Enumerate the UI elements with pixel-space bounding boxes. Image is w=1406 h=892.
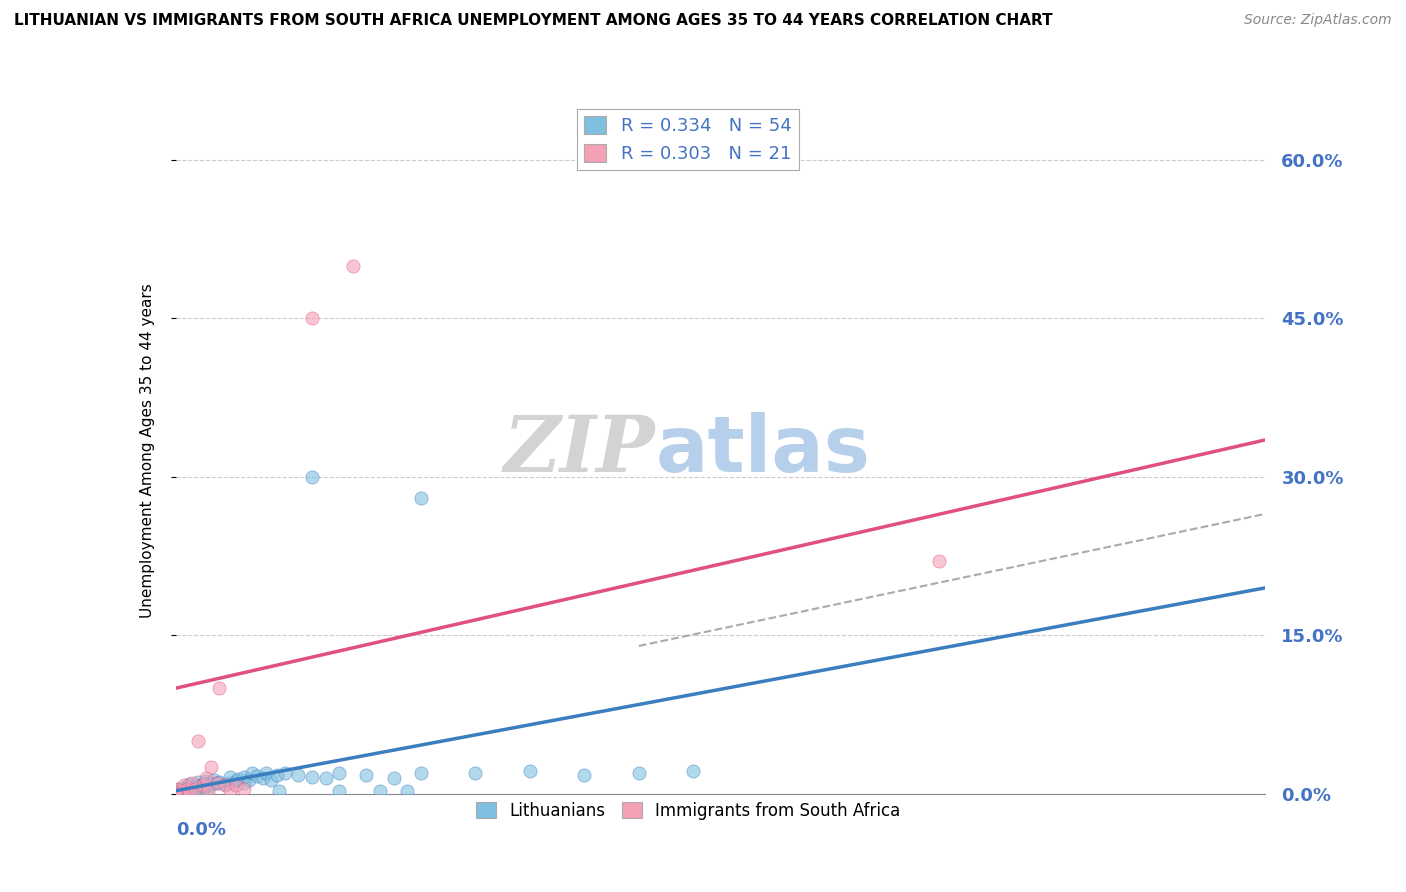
- Point: [328, 783, 350, 797]
- Point: [382, 771, 405, 785]
- Point: [240, 765, 263, 780]
- Point: [225, 779, 247, 793]
- Point: [186, 782, 209, 797]
- Point: [409, 491, 432, 505]
- Point: [167, 785, 190, 799]
- Point: [165, 785, 187, 799]
- Text: LITHUANIAN VS IMMIGRANTS FROM SOUTH AFRICA UNEMPLOYMENT AMONG AGES 35 TO 44 YEAR: LITHUANIAN VS IMMIGRANTS FROM SOUTH AFRI…: [14, 13, 1053, 29]
- Point: [173, 785, 195, 799]
- Point: [191, 779, 214, 793]
- Point: [328, 765, 350, 780]
- Point: [232, 781, 254, 796]
- Point: [176, 782, 198, 797]
- Point: [191, 777, 214, 791]
- Point: [184, 783, 207, 797]
- Point: [219, 783, 242, 797]
- Point: [356, 768, 378, 782]
- Point: [179, 781, 201, 796]
- Point: [627, 765, 650, 780]
- Point: [928, 554, 950, 568]
- Point: [167, 781, 190, 796]
- Point: [225, 774, 247, 789]
- Point: [574, 768, 596, 782]
- Point: [200, 760, 222, 774]
- Point: [179, 783, 201, 797]
- Point: [214, 777, 236, 791]
- Point: [179, 777, 201, 791]
- Point: [246, 769, 269, 783]
- Point: [179, 783, 201, 797]
- Point: [214, 779, 236, 793]
- Text: 0.0%: 0.0%: [176, 822, 226, 839]
- Point: [301, 311, 323, 326]
- Point: [301, 470, 323, 484]
- Point: [165, 787, 187, 801]
- Point: [208, 681, 231, 696]
- Point: [176, 781, 198, 796]
- Point: [315, 771, 337, 785]
- Point: [219, 770, 242, 784]
- Point: [409, 765, 432, 780]
- Point: [181, 780, 204, 794]
- Point: [228, 772, 250, 786]
- Point: [682, 764, 704, 778]
- Point: [396, 783, 419, 797]
- Point: [184, 781, 207, 796]
- Point: [205, 776, 228, 790]
- Point: [170, 786, 193, 800]
- Point: [167, 782, 190, 797]
- Point: [191, 781, 214, 796]
- Point: [188, 779, 211, 793]
- Point: [194, 780, 217, 794]
- Point: [165, 787, 187, 801]
- Point: [274, 765, 297, 780]
- Legend: Lithuanians, Immigrants from South Africa: Lithuanians, Immigrants from South Afric…: [470, 796, 907, 827]
- Point: [167, 785, 190, 799]
- Point: [186, 734, 209, 748]
- Point: [269, 783, 291, 797]
- Point: [238, 773, 260, 788]
- Text: atlas: atlas: [655, 412, 870, 489]
- Point: [208, 775, 231, 789]
- Point: [173, 779, 195, 793]
- Point: [181, 783, 204, 797]
- Point: [342, 259, 364, 273]
- Point: [165, 783, 187, 797]
- Point: [197, 780, 219, 795]
- Point: [254, 765, 277, 780]
- Point: [232, 770, 254, 784]
- Point: [173, 780, 195, 795]
- Point: [252, 771, 274, 785]
- Point: [464, 765, 486, 780]
- Point: [202, 773, 225, 788]
- Point: [167, 786, 190, 800]
- Point: [167, 781, 190, 796]
- Point: [176, 780, 198, 794]
- Point: [287, 768, 309, 782]
- Point: [205, 776, 228, 790]
- Y-axis label: Unemployment Among Ages 35 to 44 years: Unemployment Among Ages 35 to 44 years: [141, 283, 155, 618]
- Point: [186, 780, 209, 794]
- Point: [260, 773, 283, 788]
- Point: [194, 771, 217, 785]
- Point: [519, 764, 541, 778]
- Text: ZIP: ZIP: [503, 412, 655, 489]
- Point: [219, 776, 242, 790]
- Point: [368, 783, 391, 797]
- Point: [181, 776, 204, 790]
- Point: [200, 777, 222, 791]
- Point: [232, 776, 254, 790]
- Point: [170, 783, 193, 797]
- Point: [184, 780, 207, 795]
- Point: [170, 786, 193, 800]
- Point: [173, 783, 195, 797]
- Point: [301, 770, 323, 784]
- Point: [194, 774, 217, 789]
- Point: [170, 783, 193, 797]
- Text: Source: ZipAtlas.com: Source: ZipAtlas.com: [1244, 13, 1392, 28]
- Point: [266, 768, 288, 782]
- Point: [197, 776, 219, 790]
- Point: [186, 775, 209, 789]
- Point: [197, 783, 219, 797]
